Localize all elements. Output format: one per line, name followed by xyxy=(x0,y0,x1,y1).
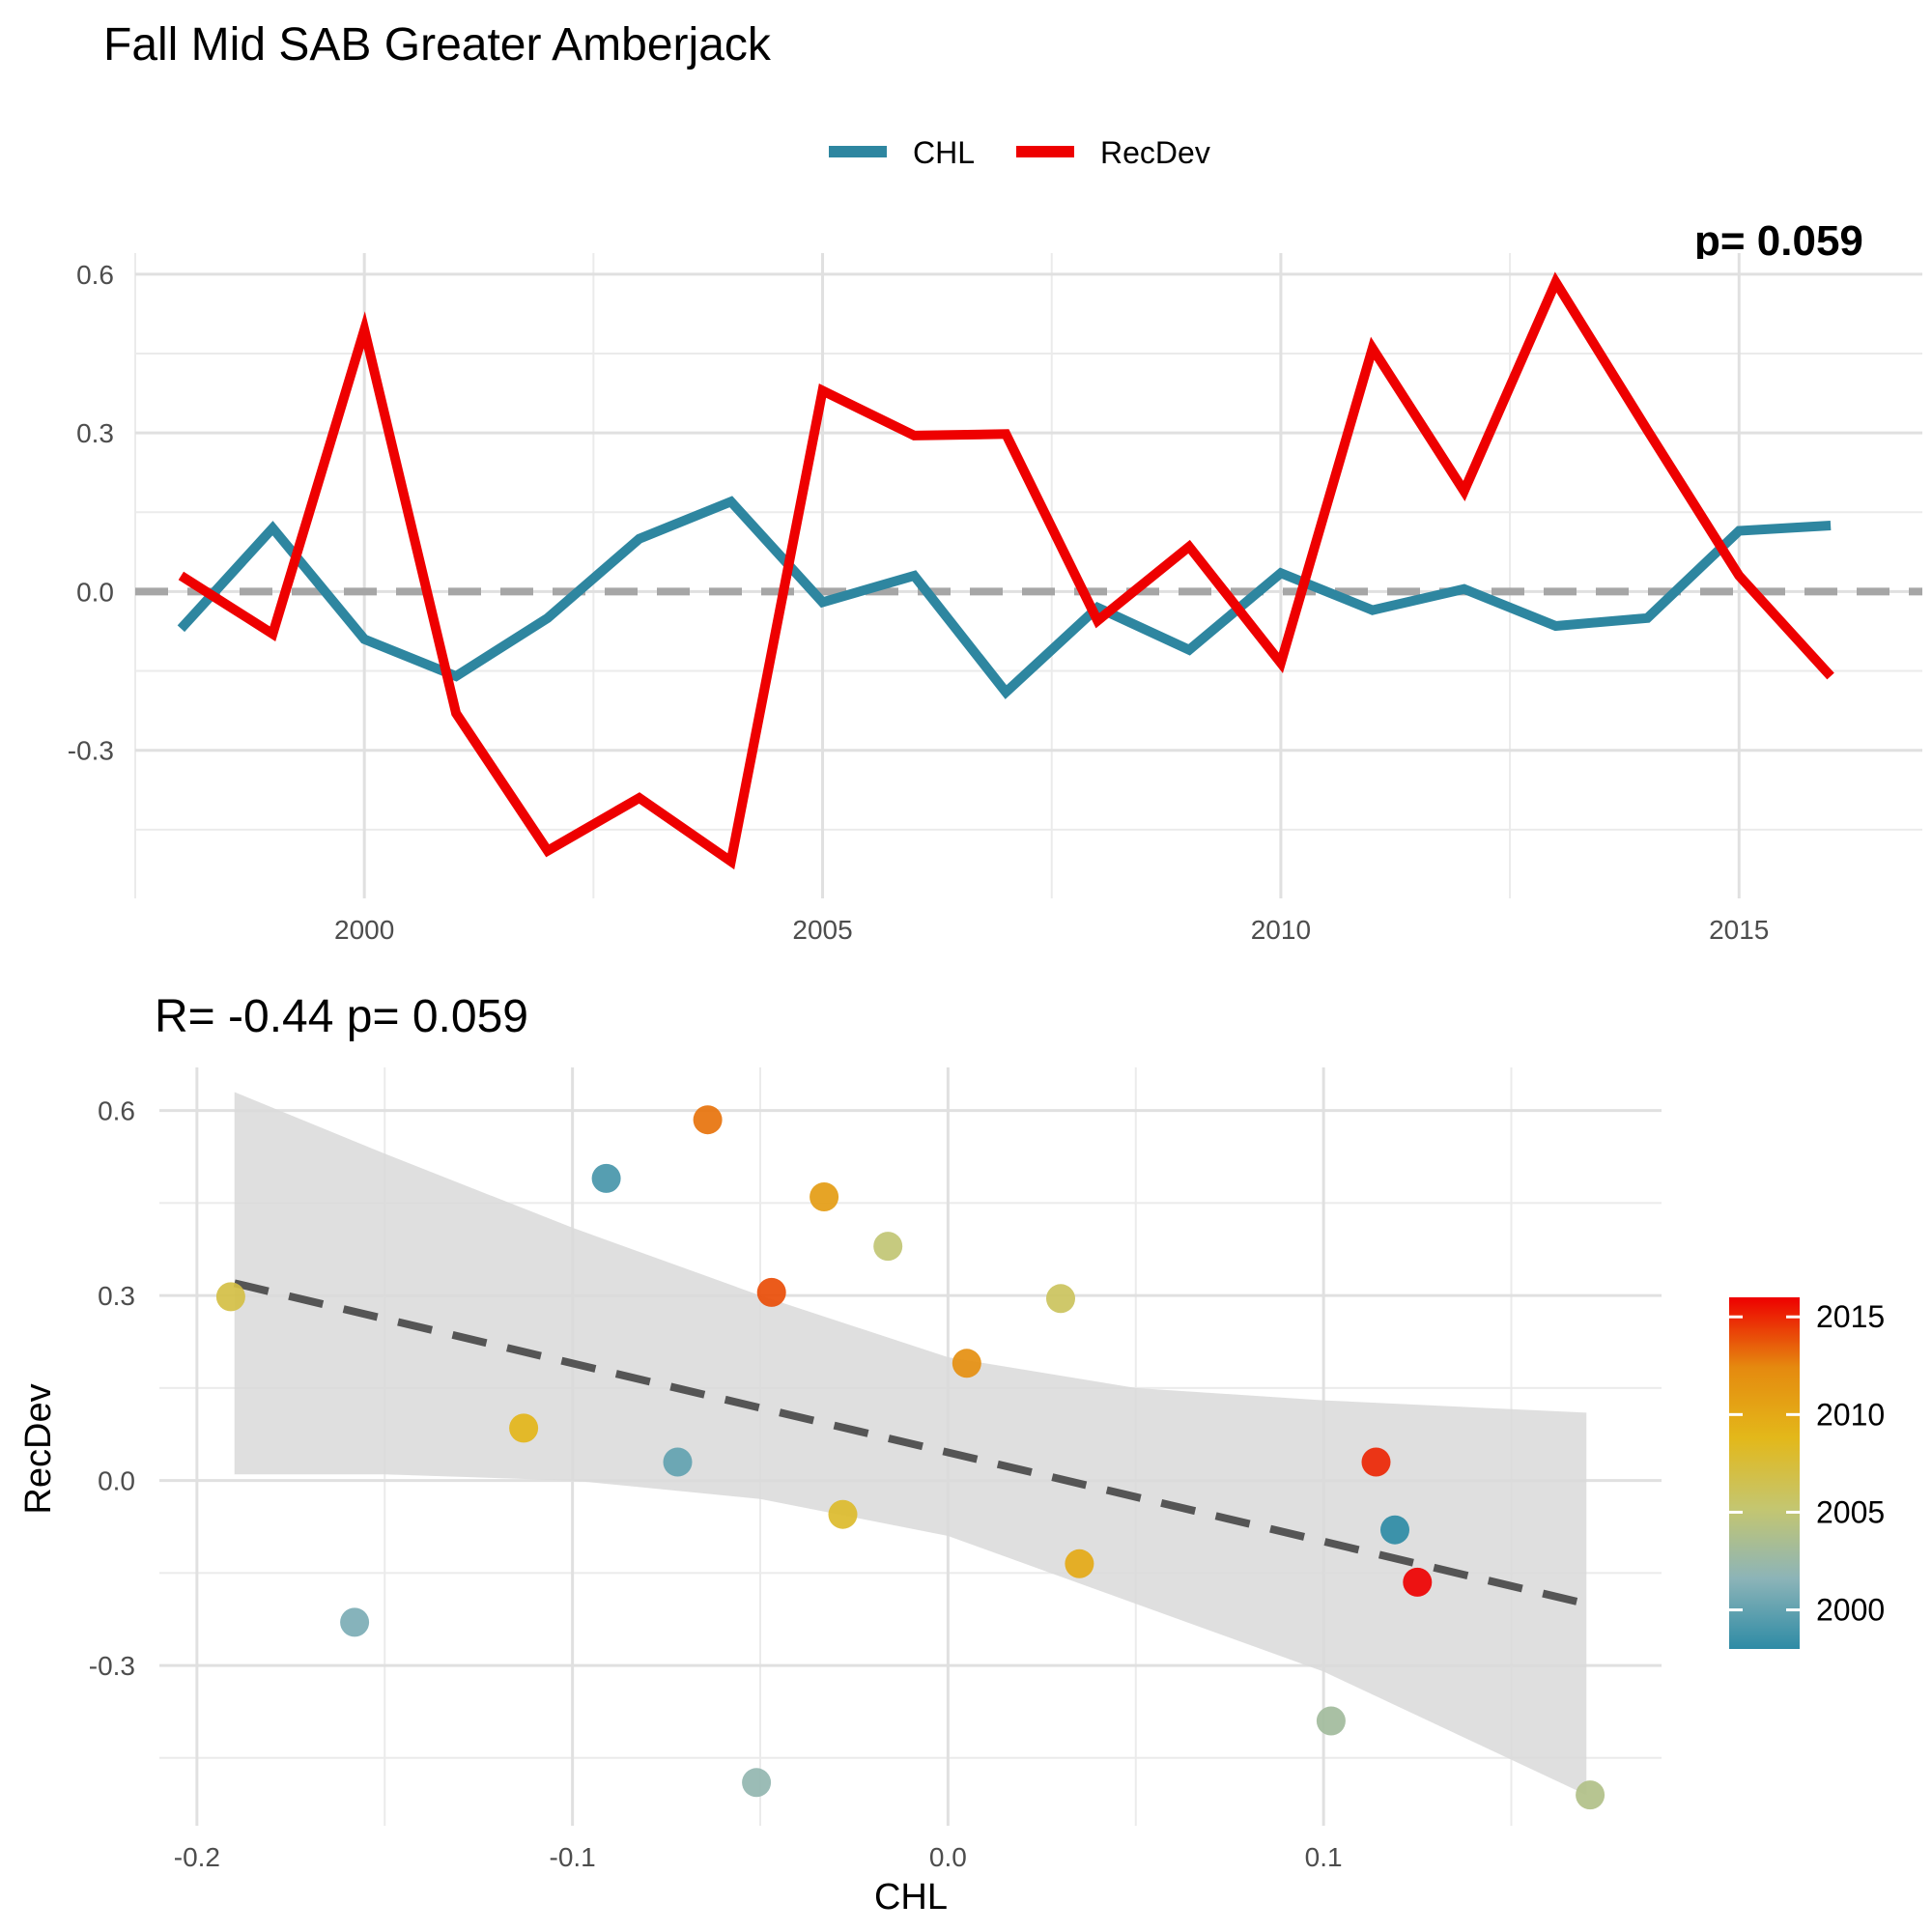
scatter-point xyxy=(810,1182,839,1211)
scatter-point xyxy=(1576,1780,1605,1810)
series-line-chl xyxy=(177,496,1832,699)
scatter-point xyxy=(215,1282,245,1312)
x-tick-label: 0.1 xyxy=(1305,1842,1343,1872)
color-scale-label: 2000 xyxy=(1816,1593,1885,1628)
bottom-panel: 0.6 0.3 0.0 -0.3 -0.2 -0.1 0.0 0.1 CHL RecDev xyxy=(18,1067,1662,1918)
y-tick-label: 0.0 xyxy=(76,577,114,607)
y-tick-label: -0.3 xyxy=(89,1651,135,1681)
x-tick-label: 2010 xyxy=(1251,915,1311,945)
x-tick-label: -0.1 xyxy=(550,1842,596,1872)
scatter-point xyxy=(828,1499,858,1529)
color-scale-legend: 2015 2010 2005 2000 xyxy=(1729,1297,1885,1649)
color-scale-label: 2005 xyxy=(1816,1494,1885,1529)
scatter-point xyxy=(1065,1548,1094,1578)
color-scale-label: 2015 xyxy=(1816,1299,1885,1334)
legend-label-chl: CHL xyxy=(913,135,975,170)
color-scale-label: 2010 xyxy=(1816,1397,1885,1432)
y-tick-label: 0.6 xyxy=(98,1096,135,1126)
top-annotation: p= 0.059 xyxy=(1694,217,1863,265)
bottom-x-tick-labels: -0.2 -0.1 0.0 0.1 xyxy=(174,1842,1343,1872)
scatter-point xyxy=(509,1413,539,1443)
trend-line xyxy=(233,1279,1588,1608)
top-panel: 0.6 0.3 0.0 -0.3 2000 2005 2010 2015 p= 0.059 xyxy=(68,217,1922,945)
y-tick-label: -0.3 xyxy=(68,736,114,766)
scatter-point xyxy=(1380,1515,1409,1545)
legend-label-recdev: RecDev xyxy=(1100,135,1210,170)
top-x-tick-labels: 2000 2005 2010 2015 xyxy=(334,915,1769,945)
figure-title: Fall Mid SAB Greater Amberjack xyxy=(103,19,772,71)
clipped-annotation-box: p= 0.059 xyxy=(1694,217,1863,265)
x-axis-title: CHL xyxy=(874,1877,948,1918)
scatter-point xyxy=(873,1232,903,1262)
color-scale-bar xyxy=(1729,1297,1800,1649)
x-tick-label: 2000 xyxy=(334,915,394,945)
scatter-point xyxy=(591,1163,621,1193)
scatter-point xyxy=(1361,1447,1391,1477)
top-y-tick-labels: 0.6 0.3 0.0 -0.3 xyxy=(68,260,114,766)
y-tick-label: 0.6 xyxy=(76,260,114,290)
scatter-point xyxy=(340,1607,370,1637)
scatter-point xyxy=(756,1277,786,1307)
scatter-points xyxy=(215,1105,1605,1810)
x-tick-label: 2015 xyxy=(1709,915,1769,945)
scatter-point xyxy=(1046,1284,1075,1314)
series-line-recdev xyxy=(178,271,1834,870)
top-grid xyxy=(134,253,1922,898)
x-tick-label: -0.2 xyxy=(174,1842,220,1872)
bottom-y-tick-labels: 0.6 0.3 0.0 -0.3 xyxy=(89,1096,135,1681)
scatter-point xyxy=(663,1447,693,1477)
scatter-point xyxy=(693,1105,723,1135)
y-tick-label: 0.3 xyxy=(76,418,114,448)
x-tick-label: 2005 xyxy=(792,915,852,945)
scatter-point xyxy=(952,1349,981,1378)
top-legend: CHL RecDev xyxy=(829,135,1210,170)
y-tick-label: 0.0 xyxy=(98,1466,135,1496)
y-axis-title: RecDev xyxy=(18,1383,59,1514)
scatter-title: R= -0.44 p= 0.059 xyxy=(155,991,528,1042)
x-tick-label: 0.0 xyxy=(929,1842,967,1872)
scatter-point xyxy=(1316,1706,1346,1736)
scatter-point xyxy=(1403,1567,1433,1597)
y-tick-label: 0.3 xyxy=(98,1281,135,1311)
scatter-point xyxy=(742,1768,772,1798)
color-scale-ticks: 2015 2010 2005 2000 xyxy=(1729,1299,1885,1628)
